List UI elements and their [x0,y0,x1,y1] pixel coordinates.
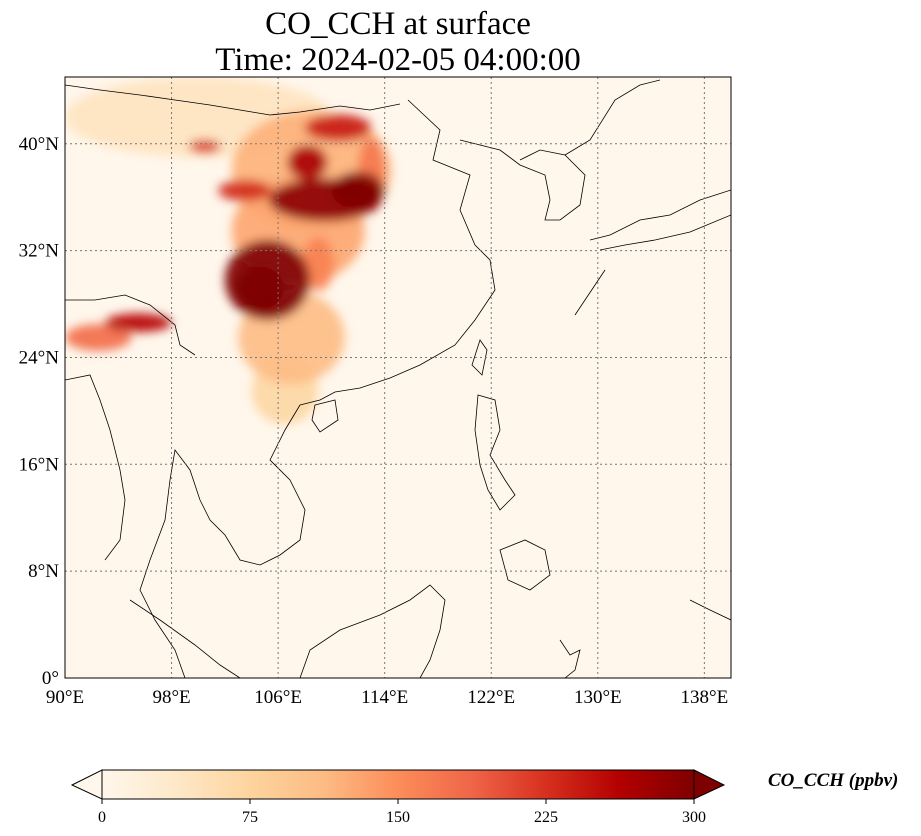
coastline-borneo [299,584,446,678]
latitude-tick-label: 8°N [28,561,59,582]
coastline-sumatra [129,599,241,678]
coastline-taiwan [471,339,488,376]
colorbar-tick-label: 75 [242,809,258,826]
longitude-tick-label: 90°E [46,687,84,708]
latitude-tick-labels: 0° 8°N 16°N 24°N 32°N 40°N [19,134,60,689]
coastline-indochina [139,404,306,678]
map-background [65,77,731,678]
colorbar: 0 75 150 225 300 [70,769,726,826]
plume-region [218,179,272,202]
coastline-sulawesi [559,639,581,678]
longitude-tick-label: 114°E [361,687,408,708]
colorbar-tick-label: 300 [682,809,706,826]
longitude-tick-label: 130°E [574,687,622,708]
coastline-philippines-mindanao [499,539,551,591]
colorbar-extend-min [70,769,103,800]
colorbar-tick-label: 0 [98,809,106,826]
map-title-line-2: Time: 2024-02-05 04:00:00 [215,42,581,78]
coastline-philippines-luzon [474,394,516,511]
plume-region [65,324,132,351]
plume-region [287,145,328,180]
colorbar-tick-label: 225 [534,809,558,826]
concentration-field [65,77,392,425]
coastline-new-guinea [689,599,731,621]
latitude-tick-label: 32°N [19,241,60,262]
colorbar-ticks: 0 75 150 225 300 [98,799,706,826]
plume-region [304,114,372,142]
coastline-ryukyu [574,269,606,316]
plume-region [235,266,284,310]
plume-region [104,313,172,333]
map-frame [64,76,732,679]
longitude-tick-label: 106°E [254,687,302,708]
coastline-hainan [311,399,339,433]
coastline-japan-kyushu-honshu [589,189,731,241]
colorbar-label: CO_CCH (ppbv) [768,770,899,791]
colorbar-gradient [101,769,695,800]
map-panel: 90°E 98°E 106°E 114°E 122°E 130°E 138°E 0° 8°N 1… [19,76,732,708]
coastline-myanmar [65,374,126,561]
latitude-tick-label: 40°N [19,134,60,155]
plume-region [331,171,385,210]
colorbar-extend-max [693,769,726,800]
coastline-china-east [299,99,496,406]
coastline-korea [564,79,661,156]
coastline-mongolia-border [65,84,401,116]
longitude-tick-label: 98°E [152,687,190,708]
plume-region [188,139,221,154]
latitude-tick-label: 16°N [19,454,60,475]
longitude-tick-labels: 90°E 98°E 106°E 114°E 122°E 130°E 138°E [46,687,728,708]
colorbar-tick-label: 150 [386,809,410,826]
longitude-tick-label: 122°E [467,687,515,708]
longitude-tick-label: 138°E [681,687,729,708]
coastline-japan-south [599,214,731,251]
latitude-tick-label: 24°N [19,347,60,368]
coastlines [65,79,731,678]
latitude-tick-label: 0° [42,668,59,689]
coastline-bohai [459,139,586,221]
coastline-himalaya-border [65,294,196,356]
gridlines [65,77,731,678]
map-title-line-1: CO_CCH at surface [265,6,531,42]
